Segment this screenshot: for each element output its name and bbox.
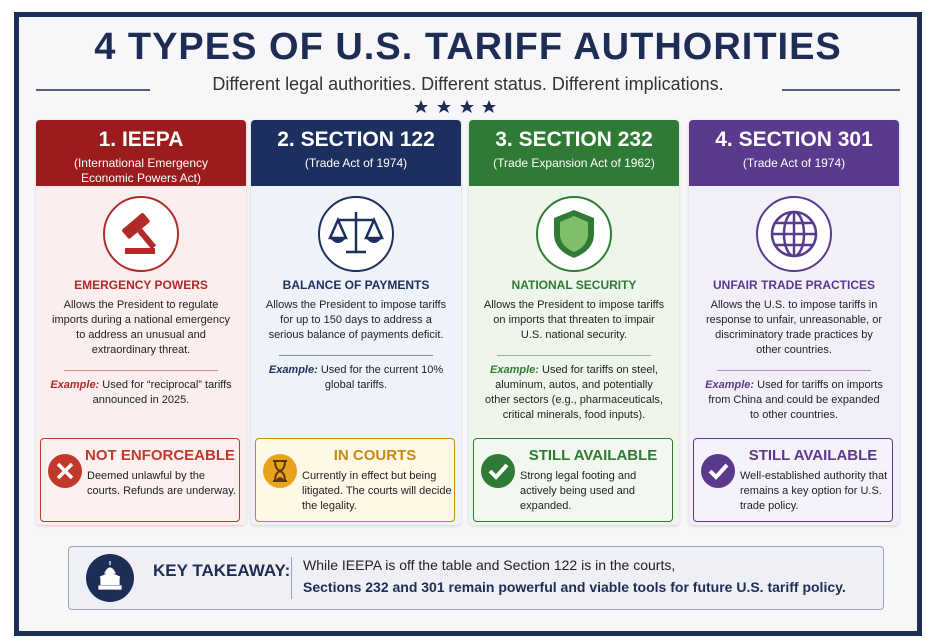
example-label: Example: (705, 379, 755, 391)
status-text: Strong legal footing and actively being … (520, 470, 637, 512)
example-label: Example: (490, 364, 539, 376)
status-box: IN COURTS Currently in effect but being l… (255, 438, 455, 522)
divider (279, 355, 433, 356)
card-icon (754, 194, 834, 274)
icon (318, 196, 394, 272)
example: Example: Used for the current 10% global… (265, 363, 447, 393)
status-title: STILL AVAILABLE (528, 447, 658, 464)
description: Allows the President to regulate imports… (52, 299, 230, 356)
icon (48, 454, 82, 488)
card-title: 4. SECTION 301 (715, 128, 873, 151)
example: Example: Used for “reciprocal” tariffs a… (50, 378, 232, 408)
category: NATIONAL SECURITY (511, 278, 637, 292)
icon (756, 196, 832, 272)
description: Allows the President to impose tariffs o… (483, 299, 665, 341)
takeaway-line: Sections 232 and 301 remain powerful and… (303, 579, 846, 595)
capitol-icon (86, 554, 134, 602)
card-subtitle: (Trade Act of 1974) (304, 156, 408, 170)
status-box: NOT ENFORCEABLE Deemed unlawful by the co… (40, 438, 240, 522)
description: Allows the President to impose tariffs f… (265, 299, 447, 341)
card-header: 3. SECTION 232 (Trade Expansion Act of 19… (469, 120, 679, 186)
card: 4. SECTION 301 (Trade Act of 1974) UNFAIR … (689, 120, 899, 525)
divider (64, 370, 218, 371)
takeaway-line: While IEEPA is off the table and Section… (303, 557, 676, 573)
icon (481, 454, 515, 488)
separator (291, 557, 292, 599)
card: 2. SECTION 122 (Trade Act of 1974) BALANCE… (251, 120, 461, 525)
card-icon (316, 194, 396, 274)
example-text: Used for the current 10% global tariffs. (320, 364, 444, 391)
example-text: Used for tariffs on imports from China a… (708, 379, 883, 421)
status-text: Deemed unlawful by the courts. Refunds a… (87, 470, 236, 497)
card: 1. IEEPA (International Emergency Economi… (36, 120, 246, 525)
takeaway-label: KEY TAKEAWAY: (153, 561, 291, 580)
category: EMERGENCY POWERS (74, 278, 208, 292)
status-box: STILL AVAILABLE Strong legal footing and … (473, 438, 673, 522)
header-decoration (36, 89, 900, 113)
status-title: IN COURTS (333, 447, 417, 464)
status-title: NOT ENFORCEABLE (85, 447, 235, 464)
title: 4 TYPES OF U.S. TARIFF AUTHORITIES (94, 26, 842, 68)
status-icon (262, 453, 298, 489)
example: Example: Used for tariffs on imports fro… (703, 378, 885, 423)
icon (263, 454, 297, 488)
card-subtitle: (Trade Expansion Act of 1962) (493, 156, 655, 170)
category: UNFAIR TRADE PRACTICES (712, 278, 875, 292)
status-title: STILL AVAILABLE (748, 447, 878, 464)
category: BALANCE OF PAYMENTS (282, 278, 430, 292)
status-icon (480, 453, 516, 489)
example-label: Example: (268, 364, 318, 376)
example-text: Used for tariffs on steel, aluminum, aut… (485, 364, 663, 421)
status-box: STILL AVAILABLE Well-established authorit… (693, 438, 893, 522)
icon (701, 454, 735, 488)
card-title: 1. IEEPA (98, 128, 184, 151)
card-header: 2. SECTION 122 (Trade Act of 1974) (251, 120, 461, 186)
example-label: Example: (50, 379, 100, 391)
card-icon (101, 194, 181, 274)
card-header: 4. SECTION 301 (Trade Act of 1974) (689, 120, 899, 186)
key-takeaway: KEY TAKEAWAY: While IEEPA is off the tab… (68, 546, 884, 610)
status-text: Well-established authority that remains … (740, 470, 888, 512)
card-icon (534, 194, 614, 274)
icon (536, 196, 612, 272)
status-icon (700, 453, 736, 489)
divider (497, 355, 651, 356)
card-header: 1. IEEPA (International Emergency Economi… (36, 120, 246, 186)
card-subtitle: (Trade Act of 1974) (742, 156, 846, 170)
divider (717, 370, 871, 371)
status-text: Currently in effect but being litigated.… (302, 470, 452, 512)
stars (414, 100, 496, 113)
card-subtitle: (International Emergency Economic Powers… (73, 156, 209, 185)
example-text: Used for “reciprocal” tariffs announced … (92, 379, 232, 406)
example: Example: Used for tariffs on steel, alum… (483, 363, 665, 423)
icon (103, 196, 179, 272)
description: Allows the U.S. to impose tariffs in res… (705, 299, 883, 356)
card-title: 3. SECTION 232 (495, 128, 653, 151)
subtitle: Different legal authorities. Different s… (212, 74, 724, 94)
status-icon (47, 453, 83, 489)
card-title: 2. SECTION 122 (277, 128, 435, 151)
card: 3. SECTION 232 (Trade Expansion Act of 19… (469, 120, 679, 525)
